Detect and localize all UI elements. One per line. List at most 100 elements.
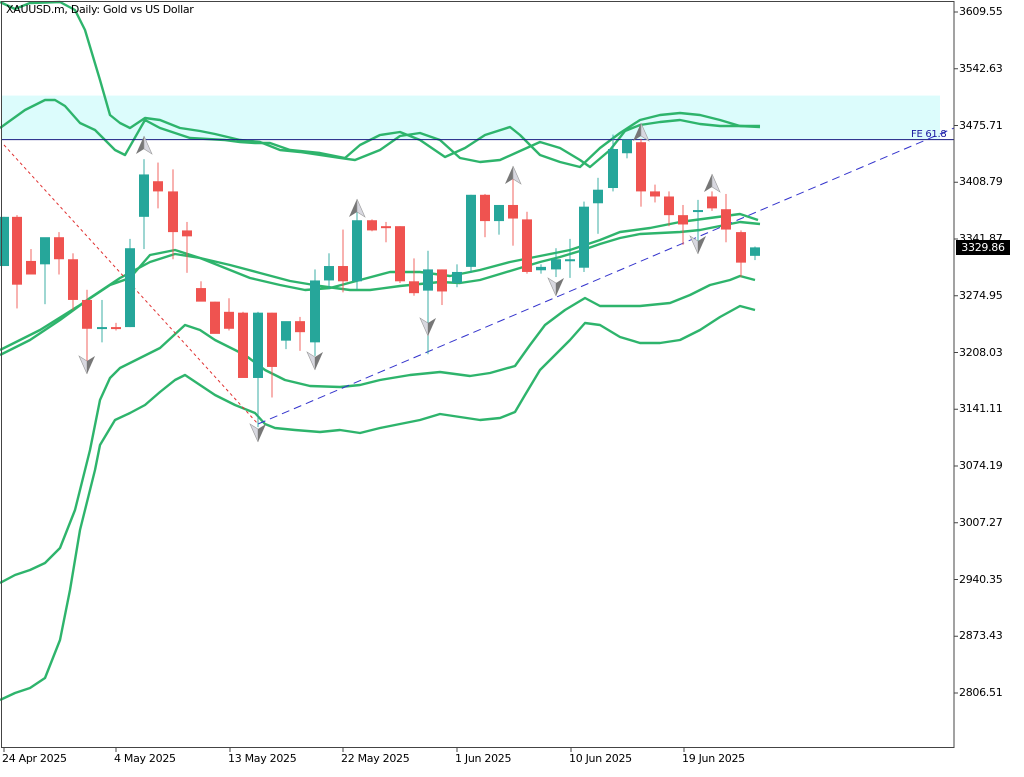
candle	[139, 159, 149, 250]
fractal-up-arrow-icon	[505, 165, 522, 185]
candle	[168, 169, 178, 260]
x-tick-label: 1 Jun 2025	[455, 752, 512, 765]
candle	[182, 221, 192, 273]
candle	[281, 321, 291, 350]
x-tick-label: 19 Jun 2025	[682, 752, 745, 765]
candle	[324, 253, 334, 289]
candle	[125, 238, 135, 328]
fractal-down-arrow-icon	[547, 277, 564, 297]
candle	[593, 177, 603, 234]
candle	[536, 264, 546, 274]
y-tick-label: 3408.79	[959, 175, 1003, 189]
fractal-down-arrow-icon	[78, 355, 95, 375]
candle	[0, 216, 9, 267]
y-tick-label: 3074.19	[959, 459, 1003, 472]
candle	[750, 246, 760, 261]
y-tick-label: 3208.03	[959, 345, 1003, 359]
y-tick-label: 3274.95	[959, 288, 1003, 302]
band-mid-upper	[0, 220, 761, 352]
candle	[196, 281, 206, 302]
candle	[111, 322, 121, 331]
x-tick-label: 22 May 2025	[341, 752, 410, 765]
y-tick-label: 3141.11	[959, 402, 1003, 416]
candle	[551, 248, 561, 278]
candle	[565, 238, 575, 278]
y-tick-label: 2940.35	[959, 572, 1003, 586]
fractal-up-arrow-icon	[633, 122, 650, 142]
y-tick-label: 2873.43	[959, 629, 1003, 643]
candle	[224, 298, 234, 331]
candle	[153, 162, 163, 209]
band-upper-outer	[0, 98, 761, 169]
fibo-zone	[2, 95, 940, 140]
candle	[26, 249, 36, 275]
candle	[423, 250, 433, 355]
fractal-up-arrow-icon	[136, 135, 153, 155]
band-lower-inner	[0, 274, 756, 585]
candle	[54, 232, 64, 275]
x-tick-label: 24 Apr 2025	[2, 752, 67, 765]
candle	[68, 253, 78, 311]
candle	[650, 184, 660, 203]
plot-frame	[1, 1, 955, 748]
candle	[608, 134, 618, 192]
y-tick-label: 3007.27	[959, 515, 1003, 529]
fibo-label: FE 61.8	[911, 129, 947, 140]
fractal-markers	[78, 122, 721, 443]
candle	[494, 204, 504, 235]
x-tick-label: 4 May 2025	[114, 752, 176, 765]
y-tick-marks	[954, 11, 958, 694]
fractal-down-arrow-icon	[419, 317, 436, 337]
candle	[381, 221, 391, 243]
chart-title: XAUUSD.m, Daily: Gold vs US Dollar	[6, 3, 194, 16]
y-tick-label: 2806.51	[959, 686, 1003, 699]
candle	[310, 269, 320, 356]
x-tick-marks	[3, 748, 685, 752]
candle	[352, 208, 362, 290]
fractal-down-arrow-icon	[689, 235, 706, 255]
candle	[82, 289, 92, 370]
fractal-up-arrow-icon	[349, 198, 366, 218]
candle	[664, 191, 674, 227]
band-lower-outer	[0, 304, 756, 702]
candle	[295, 316, 305, 351]
candles	[0, 134, 760, 428]
y-tick-label: 3475.71	[959, 118, 1003, 132]
candle	[522, 211, 532, 274]
resistance-zone	[2, 95, 940, 140]
candle	[480, 193, 490, 238]
candle	[40, 237, 50, 305]
candle	[238, 311, 248, 378]
candle	[736, 230, 746, 278]
candle	[707, 191, 717, 211]
candle	[367, 219, 377, 232]
candle	[437, 269, 447, 306]
candle	[267, 312, 277, 398]
x-tick-label: 13 May 2025	[228, 752, 297, 765]
candle	[678, 204, 688, 245]
candle	[721, 193, 731, 243]
candle	[253, 311, 263, 428]
candle	[409, 258, 419, 296]
candle	[395, 226, 405, 283]
y-tick-label: 3609.55	[959, 5, 1003, 18]
current-price-badge: 3329.86	[956, 240, 1010, 255]
y-tick-label: 3542.63	[959, 61, 1003, 75]
candle	[338, 229, 348, 293]
candle	[12, 215, 22, 309]
candle	[452, 264, 462, 288]
fibo-trendline	[257, 127, 955, 425]
candle	[210, 301, 220, 334]
candle	[508, 175, 518, 246]
fractal-down-arrow-icon	[249, 423, 266, 443]
x-tick-label: 10 Jun 2025	[569, 752, 632, 765]
fractal-up-arrow-icon	[704, 173, 721, 193]
candle	[97, 299, 107, 343]
candle	[693, 199, 703, 249]
candle	[579, 201, 589, 272]
candle	[636, 138, 646, 207]
candle	[466, 194, 476, 273]
fractal-down-arrow-icon	[306, 351, 323, 371]
